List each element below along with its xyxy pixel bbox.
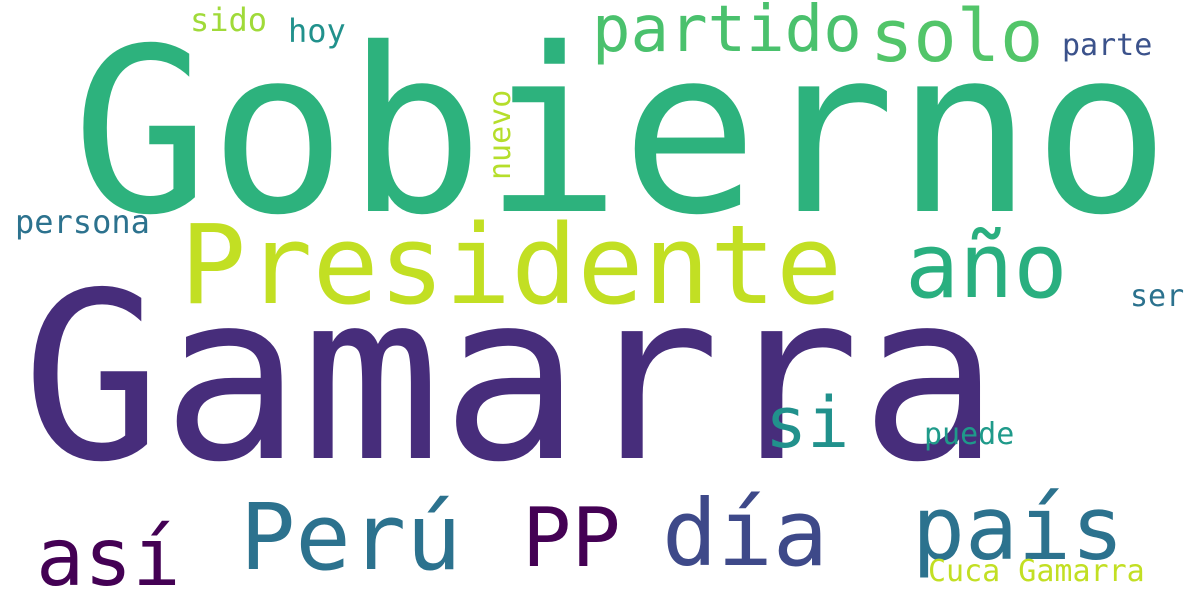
word-gamarra: Gamarra	[22, 243, 1000, 513]
word-cuca-gamarra: Cuca Gamarra	[928, 554, 1145, 589]
word-sido: sido	[190, 1, 268, 39]
word-partido: partido	[592, 0, 862, 67]
word-nuevo: nuevo	[483, 68, 518, 180]
word-pp: PP	[522, 491, 621, 586]
word-pais: país	[912, 477, 1124, 580]
word-dia: día	[662, 480, 829, 587]
word-gobierno: Gobierno	[72, 0, 1171, 265]
word-ano: año	[905, 214, 1068, 319]
word-si: si	[765, 382, 850, 464]
word-puede: puede	[924, 417, 1015, 452]
word-asi: así	[36, 511, 181, 600]
word-parte: parte	[1062, 28, 1153, 63]
word-solo: solo	[870, 0, 1044, 78]
word-nuevo-text: nuevo	[483, 89, 518, 180]
word-ser: ser	[1130, 279, 1185, 314]
word-persona: persona	[15, 203, 150, 241]
word-hoy: hoy	[288, 12, 346, 50]
word-presidente: Presidente	[180, 201, 843, 329]
word-peru: Perú	[240, 484, 462, 591]
